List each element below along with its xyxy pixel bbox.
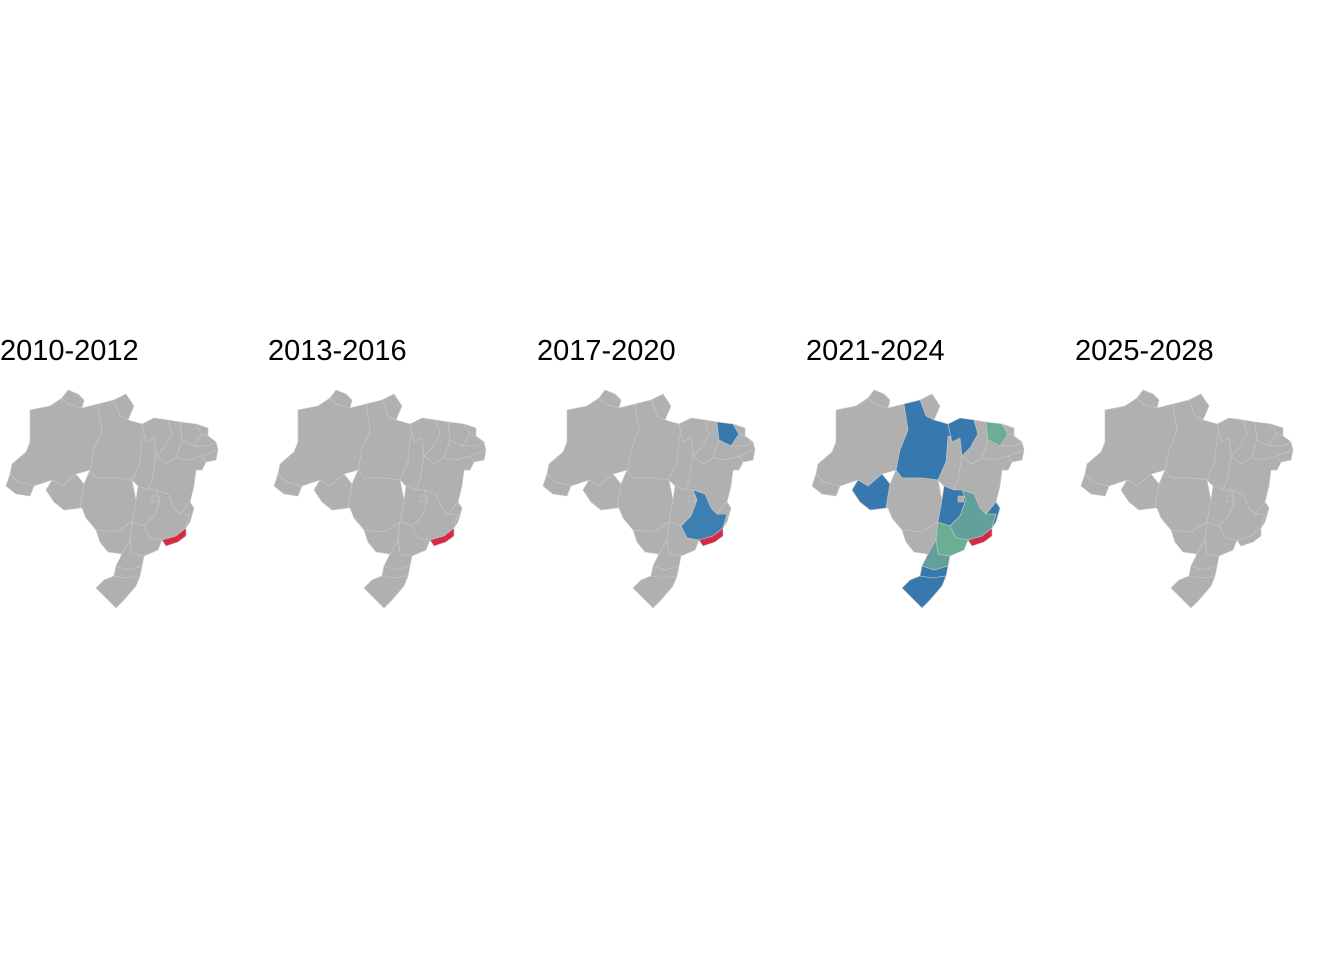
state-rr xyxy=(1136,389,1160,409)
state-es xyxy=(716,501,732,529)
state-rj xyxy=(698,527,724,547)
panel-title: 2025-2028 xyxy=(1075,335,1214,367)
state-df xyxy=(151,495,159,503)
state-mt xyxy=(347,469,405,533)
state-rs xyxy=(901,575,947,609)
state-am xyxy=(1084,397,1178,487)
state-ac xyxy=(1080,473,1110,497)
map-panel-2021-2024: 2021-2024 xyxy=(806,330,1066,620)
state-mt xyxy=(1154,469,1212,533)
state-am xyxy=(815,397,909,487)
state-ac xyxy=(273,473,303,497)
state-mt xyxy=(79,469,137,533)
state-df xyxy=(957,495,965,503)
state-rr xyxy=(867,389,891,409)
state-es xyxy=(447,501,463,529)
state-mt xyxy=(616,469,674,533)
state-df xyxy=(688,495,696,503)
map-panel-2010-2012: 2010-2012 xyxy=(0,330,260,620)
state-rr xyxy=(598,389,622,409)
state-ac xyxy=(811,473,841,497)
map-panel-2017-2020: 2017-2020 xyxy=(537,330,797,620)
map-panel-2013-2016: 2013-2016 xyxy=(268,330,528,620)
brazil-map xyxy=(811,389,1025,609)
brazil-map xyxy=(1080,389,1294,609)
state-am xyxy=(9,397,103,487)
state-rr xyxy=(61,389,85,409)
state-am xyxy=(546,397,640,487)
state-ac xyxy=(542,473,572,497)
state-rs xyxy=(95,575,141,609)
map-panel-2025-2028: 2025-2028 xyxy=(1075,330,1335,620)
state-rs xyxy=(632,575,678,609)
state-df xyxy=(1226,495,1234,503)
state-rj xyxy=(429,527,455,547)
state-rr xyxy=(329,389,353,409)
panel-title: 2010-2012 xyxy=(0,335,139,367)
state-mt xyxy=(885,469,943,533)
state-rs xyxy=(363,575,409,609)
state-ac xyxy=(5,473,35,497)
state-es xyxy=(1254,501,1270,529)
panel-title: 2021-2024 xyxy=(806,335,945,367)
state-rj xyxy=(161,527,187,547)
brazil-map xyxy=(5,389,219,609)
state-rs xyxy=(1170,575,1216,609)
brazil-map xyxy=(273,389,487,609)
state-df xyxy=(419,495,427,503)
brazil-map xyxy=(542,389,756,609)
state-es xyxy=(179,501,195,529)
state-es xyxy=(985,501,1001,529)
state-rj xyxy=(1236,527,1262,547)
state-rj xyxy=(967,527,993,547)
panel-title: 2017-2020 xyxy=(537,335,676,367)
state-am xyxy=(277,397,371,487)
panel-title: 2013-2016 xyxy=(268,335,407,367)
